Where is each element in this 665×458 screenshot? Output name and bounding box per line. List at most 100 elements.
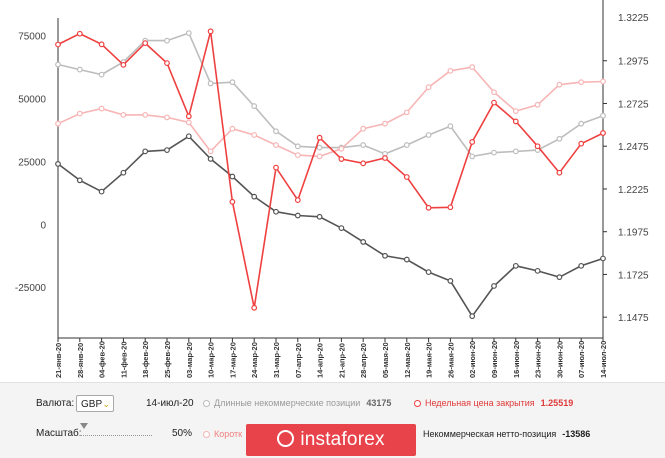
x-tick-label: 09-июн-20: [490, 341, 499, 378]
data-point-3: [251, 193, 258, 200]
data-point-1: [534, 143, 541, 150]
data-point-2: [251, 132, 258, 138]
y-tick-left: 75000: [18, 32, 46, 43]
x-tick-label: 07-июл-20: [577, 341, 586, 378]
data-point-0: [447, 123, 454, 130]
data-point-2: [403, 109, 410, 116]
x-tick-label: 18-фев-20: [141, 341, 150, 378]
data-point-1: [229, 198, 236, 205]
data-point-3: [76, 177, 83, 184]
legend-long-marker: [203, 400, 210, 408]
y-tick-right: 1.2975: [618, 57, 649, 68]
data-point-2: [316, 153, 323, 160]
data-point-0: [360, 142, 367, 148]
data-point-3: [600, 255, 606, 262]
legend-long[interactable]: Длинные некоммерческие позиции 43175: [203, 398, 391, 408]
data-point-1: [98, 41, 105, 48]
data-point-1: [360, 160, 367, 167]
y-tick-right: 1.2475: [618, 142, 649, 153]
data-point-3: [294, 212, 301, 219]
data-point-1: [185, 113, 192, 120]
y-tick-left: 25000: [18, 157, 46, 168]
legend-short[interactable]: Коротк: [203, 429, 242, 439]
data-point-1: [316, 134, 323, 141]
legend-close-marker: [414, 400, 421, 408]
scale-slider-thumb[interactable]: [80, 423, 88, 429]
logo-text: instaforex: [300, 429, 385, 450]
data-point-2: [447, 67, 454, 74]
legend-long-label: Длинные некоммерческие позиции: [214, 398, 361, 408]
data-point-2: [578, 79, 585, 86]
x-tick-label: 16-июн-20: [512, 341, 521, 378]
y-tick-right-top: 1.3225: [618, 13, 649, 24]
data-point-0: [469, 153, 476, 160]
x-tick-label: 21-янв-20: [54, 343, 63, 378]
x-tick-label: 28-апр-20: [359, 343, 368, 378]
legend-net-label: Некоммерческая нетто-позиция: [423, 429, 557, 439]
data-point-2: [185, 119, 192, 126]
y-tick-right: 1.1725: [618, 270, 649, 281]
data-point-3: [578, 262, 585, 269]
data-point-3: [447, 278, 454, 284]
data-point-3: [316, 213, 323, 220]
tick-labels: 75000 50000 25000 0 -25000 1.2975 1.2725 1.2475…: [15, 13, 649, 378]
data-point-2: [164, 114, 170, 121]
data-point-2: [382, 120, 388, 127]
data-point-1: [491, 99, 497, 106]
x-tick-label: 31-мар-20: [272, 342, 281, 378]
scale-value: 50%: [172, 428, 193, 439]
legend-long-value: 43175: [366, 398, 392, 408]
data-point-0: [425, 132, 432, 138]
y-tick-left: 0: [40, 220, 46, 231]
data-point-1: [600, 130, 606, 136]
data-point-2: [556, 81, 563, 88]
legend-close[interactable]: Недельная цена закрытия 1.25519: [414, 398, 573, 408]
data-point-1: [120, 61, 127, 68]
data-point-2: [534, 101, 541, 108]
data-point-3: [229, 173, 236, 180]
data-point-3: [120, 169, 127, 176]
data-point-2: [600, 78, 606, 85]
x-tick-label: 11-фев-20: [119, 341, 128, 378]
data-point-2: [207, 148, 214, 155]
data-point-0: [251, 103, 258, 109]
legend-short-marker: [203, 431, 210, 439]
data-point-0: [600, 112, 606, 119]
data-point-1: [512, 118, 519, 125]
x-tick-label: 14-апр-20: [316, 343, 325, 378]
data-point-1: [55, 41, 61, 48]
x-tick-label: 17-мар-20: [228, 342, 237, 378]
data-point-1: [338, 156, 345, 162]
x-tick-label: 03-мар-20: [185, 342, 194, 378]
x-tick-label: 26-мая-20: [446, 342, 455, 378]
currency-select[interactable]: GBP ⌄: [76, 395, 114, 412]
data-point-0: [273, 128, 279, 135]
data-point-1: [207, 28, 214, 35]
legend-net[interactable]: Некоммерческая нетто-позиция -13586: [423, 429, 590, 439]
x-tick-label: 07-апр-20: [294, 343, 303, 378]
data-point-3: [185, 133, 192, 140]
x-tick-label: 05-мая-20: [381, 342, 390, 378]
x-tick-label: 12-мая-20: [403, 342, 412, 378]
data-point-1: [251, 304, 258, 311]
currency-label: Валюта:: [36, 398, 75, 409]
data-point-3: [164, 147, 170, 153]
x-tick-label: 19-мая-20: [425, 342, 434, 378]
x-tick-label: 04-фев-20: [98, 341, 107, 378]
y-tick-right: 1.1975: [618, 228, 649, 239]
data-point-3: [425, 269, 432, 276]
data-point-3: [534, 267, 541, 274]
x-tick-label: 30-июн-20: [555, 341, 564, 378]
instaforex-logo: instaforex: [246, 424, 416, 456]
data-point-0: [229, 79, 236, 86]
x-tick-label: 14-июл-20: [599, 341, 608, 378]
y-tick-left: -25000: [15, 283, 47, 294]
scale-slider-track[interactable]: [80, 429, 152, 436]
axes: [57, 0, 607, 342]
data-point-0: [164, 37, 170, 44]
data-point-0: [316, 144, 323, 151]
series-line-0: [57, 32, 604, 158]
data-point-1: [469, 139, 476, 145]
y-tick-left: 50000: [18, 95, 46, 106]
data-point-2: [55, 120, 61, 127]
